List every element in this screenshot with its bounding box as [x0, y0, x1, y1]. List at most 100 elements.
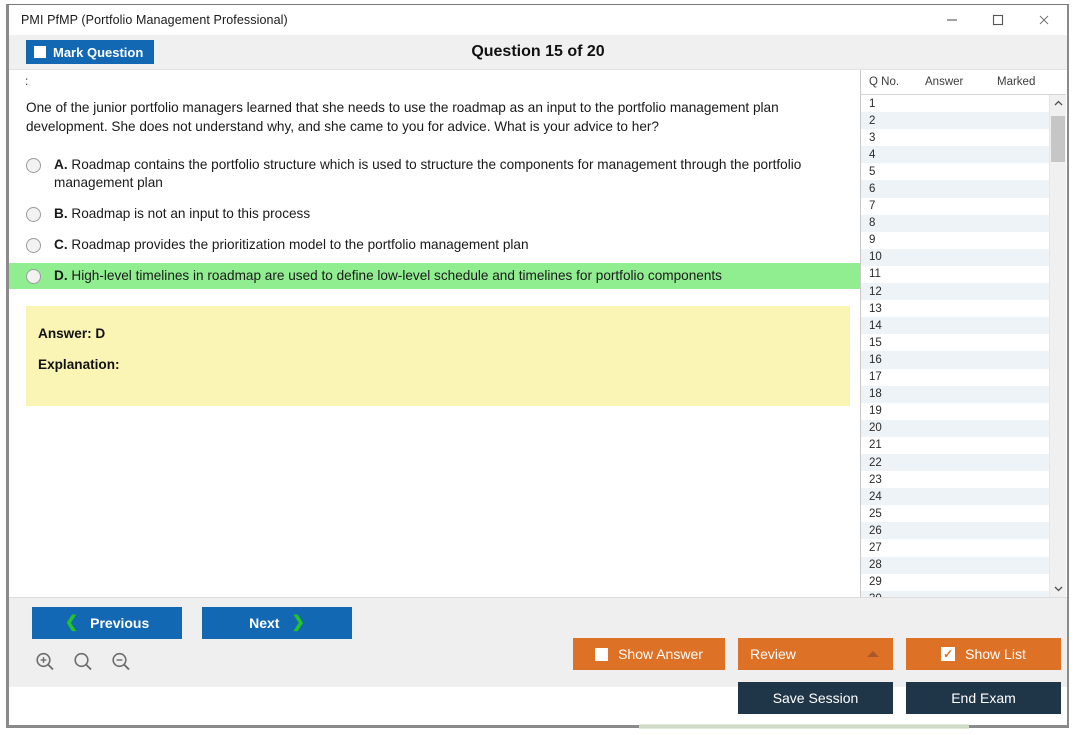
question-number: 12: [869, 285, 882, 298]
question-list-row[interactable]: 30: [861, 590, 1049, 597]
question-prefix: :: [25, 74, 29, 88]
question-list-row[interactable]: 4: [861, 146, 1049, 164]
chevron-left-icon: ❮: [64, 614, 79, 631]
question-list-row[interactable]: 25: [861, 505, 1049, 523]
option-row-b[interactable]: B. Roadmap is not an input to this proce…: [9, 201, 860, 227]
scrollbar-thumb[interactable]: [1051, 116, 1065, 162]
option-letter-b: B.: [54, 206, 68, 221]
zoom-out-icon[interactable]: [109, 650, 133, 674]
question-number: 24: [869, 490, 882, 503]
question-list-row[interactable]: 15: [861, 334, 1049, 352]
question-number: 22: [869, 456, 882, 469]
scrollbar-track[interactable]: [1050, 112, 1066, 580]
previous-button[interactable]: ❮ Previous: [32, 607, 182, 639]
question-list-row[interactable]: 12: [861, 283, 1049, 301]
option-row-c[interactable]: C. Roadmap provides the prioritization m…: [9, 232, 860, 258]
question-list-row[interactable]: 23: [861, 471, 1049, 489]
question-list-row[interactable]: 20: [861, 419, 1049, 437]
exam-header-bar: Mark Question Question 15 of 20: [9, 35, 1067, 70]
question-list-row[interactable]: 10: [861, 248, 1049, 266]
zoom-in-icon[interactable]: [33, 650, 57, 674]
radio-icon-a[interactable]: [26, 158, 41, 173]
question-list-row[interactable]: 28: [861, 556, 1049, 574]
question-list-row[interactable]: 1: [861, 95, 1049, 113]
save-session-button[interactable]: Save Session: [738, 682, 893, 714]
question-list-header: Q No. Answer Marked: [861, 70, 1066, 95]
question-number: 1: [869, 97, 876, 110]
question-list-row[interactable]: 16: [861, 351, 1049, 369]
question-list-row[interactable]: 17: [861, 368, 1049, 386]
chevron-up-icon[interactable]: [1050, 95, 1066, 112]
chevron-down-icon[interactable]: [1050, 580, 1066, 597]
column-header-marked: Marked: [997, 76, 1036, 88]
question-counter: Question 15 of 20: [471, 43, 605, 60]
answer-explanation-box: Answer: D Explanation:: [26, 306, 850, 406]
question-list-row[interactable]: 5: [861, 163, 1049, 181]
radio-icon-b[interactable]: [26, 207, 41, 222]
column-header-qno: Q No.: [869, 76, 900, 88]
question-list-row[interactable]: 3: [861, 129, 1049, 147]
show-list-button[interactable]: ✓ Show List: [906, 638, 1061, 670]
show-answer-checkbox-icon: [595, 647, 609, 661]
question-list-row[interactable]: 7: [861, 197, 1049, 215]
question-list-scrollbar[interactable]: [1049, 95, 1066, 597]
question-list-row[interactable]: 9: [861, 231, 1049, 249]
end-exam-button[interactable]: End Exam: [906, 682, 1061, 714]
option-row-a[interactable]: A. Roadmap contains the portfolio struct…: [9, 152, 860, 196]
question-list-row[interactable]: 24: [861, 488, 1049, 506]
option-label-a: A. Roadmap contains the portfolio struct…: [54, 156, 854, 192]
window-titlebar: PMI PfMP (Portfolio Management Professio…: [9, 5, 1067, 35]
option-letter-d: D.: [54, 268, 68, 283]
chevron-right-icon: ❯: [291, 614, 305, 631]
bottom-edge-tint: [639, 724, 969, 729]
question-list-row[interactable]: 13: [861, 300, 1049, 318]
radio-icon-c[interactable]: [26, 238, 41, 253]
question-list-row[interactable]: 19: [861, 402, 1049, 420]
zoom-tools: [33, 650, 133, 674]
option-row-d[interactable]: D. High-level timelines in roadmap are u…: [9, 263, 860, 289]
exam-body: : One of the junior portfolio managers l…: [9, 70, 1067, 597]
mark-question-checkbox-icon: [34, 46, 46, 58]
question-number: 17: [869, 371, 882, 384]
radio-icon-d[interactable]: [26, 269, 41, 284]
question-list-row[interactable]: 18: [861, 385, 1049, 403]
question-number: 15: [869, 336, 882, 349]
question-list-row[interactable]: 29: [861, 573, 1049, 591]
zoom-search-icon[interactable]: [71, 650, 95, 674]
option-body-b: Roadmap is not an input to this process: [71, 206, 311, 221]
next-label: Next: [249, 615, 280, 631]
question-number: 10: [869, 251, 882, 264]
question-number: 19: [869, 405, 882, 418]
column-header-answer: Answer: [925, 76, 964, 88]
answer-value: Answer: D: [38, 326, 106, 341]
question-list-row[interactable]: 6: [861, 180, 1049, 198]
question-list-row[interactable]: 27: [861, 539, 1049, 557]
answer-options-list: A. Roadmap contains the portfolio struct…: [9, 152, 860, 289]
show-answer-button[interactable]: Show Answer: [573, 638, 725, 670]
question-list-row[interactable]: 21: [861, 436, 1049, 454]
option-label-b: B. Roadmap is not an input to this proce…: [54, 205, 330, 223]
question-list-row[interactable]: 8: [861, 214, 1049, 232]
question-number: 25: [869, 507, 882, 520]
question-number: 27: [869, 541, 882, 554]
close-icon[interactable]: [1021, 5, 1067, 35]
question-list-row[interactable]: 26: [861, 522, 1049, 540]
question-number: 28: [869, 559, 882, 572]
question-list-row[interactable]: 2: [861, 112, 1049, 130]
question-number: 21: [869, 439, 882, 452]
question-number: 3: [869, 131, 876, 144]
option-label-d: D. High-level timelines in roadmap are u…: [54, 267, 742, 285]
option-body-d: High-level timelines in roadmap are used…: [71, 268, 722, 283]
review-dropdown-button[interactable]: Review: [738, 638, 893, 670]
show-list-checkbox-icon: ✓: [941, 647, 956, 661]
minimize-icon[interactable]: [929, 5, 975, 35]
question-list-row[interactable]: 22: [861, 453, 1049, 472]
question-number: 2: [869, 114, 876, 127]
mark-question-button[interactable]: Mark Question: [26, 40, 155, 64]
window-title: PMI PfMP (Portfolio Management Professio…: [21, 13, 288, 27]
question-list-row[interactable]: 14: [861, 317, 1049, 335]
maximize-icon[interactable]: [975, 5, 1021, 35]
next-button[interactable]: Next ❯: [202, 607, 352, 639]
question-text: One of the junior portfolio managers lea…: [26, 100, 779, 134]
question-list-row[interactable]: 11: [861, 265, 1049, 284]
